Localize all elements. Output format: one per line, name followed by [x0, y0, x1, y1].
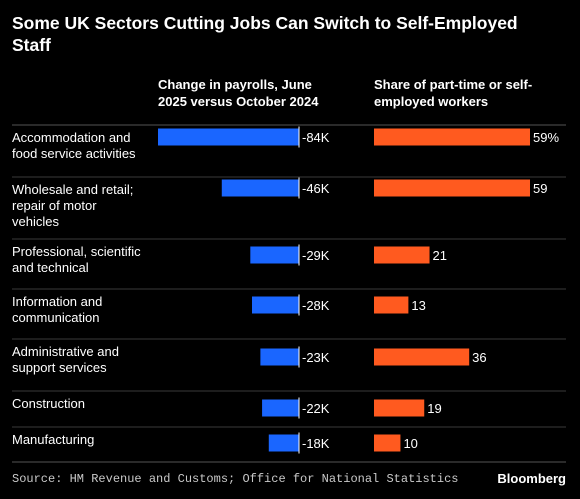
payroll-bar: [262, 399, 299, 417]
payroll-value-label: -23K: [302, 350, 330, 365]
share-column-header: Share of part-time or self-employed work…: [374, 77, 533, 109]
bloomberg-logo: Bloomberg: [497, 471, 566, 486]
payroll-value-label: -28K: [302, 298, 330, 313]
category-label: Wholesale and retail; repair of motor vehi…: [12, 182, 133, 229]
category-label-line: Construction: [12, 396, 85, 411]
payroll-bar: [221, 179, 299, 197]
category-label: Accommodation and food service activities: [12, 130, 136, 161]
share-value-label: 59%: [533, 130, 559, 145]
source-note: Source: HM Revenue and Customs; Office f…: [12, 472, 459, 486]
share-value-label: 13: [411, 298, 425, 313]
share-bar: [374, 296, 409, 314]
chart-title: Some UK Sectors Cutting Jobs Can Switch …: [12, 13, 518, 55]
category-label-line: Wholesale and retail;: [12, 182, 133, 197]
share-value-label: 21: [433, 248, 447, 263]
payroll-value-label: -46K: [302, 181, 330, 196]
category-label-line: Manufacturing: [12, 432, 94, 447]
share-bar: [374, 434, 401, 452]
share-value-label: 10: [403, 436, 417, 451]
payroll-value-label: -29K: [302, 248, 330, 263]
share-value-label: 59: [533, 181, 547, 196]
category-label-line: Accommodation and: [12, 130, 131, 145]
category-label-line: Professional, scientific: [12, 244, 141, 259]
payroll-value-label: -22K: [302, 401, 330, 416]
category-label-line: vehicles: [12, 214, 59, 229]
category-label-line: Information and: [12, 294, 102, 309]
payroll-bar: [268, 434, 299, 452]
share-bar: [374, 348, 470, 366]
share-value-label: 19: [427, 401, 441, 416]
category-label: Administrative and support services: [12, 344, 119, 375]
category-label-line: food service activities: [12, 146, 136, 161]
category-label: Information and communication: [12, 294, 102, 325]
payroll-value-label: -18K: [302, 436, 330, 451]
payrolls-column-header: Change in payrolls, June 2025 versus Oct…: [158, 77, 319, 109]
payroll-value-label: -84K: [302, 130, 330, 145]
payroll-bar: [250, 246, 299, 264]
share-bar: [374, 128, 530, 146]
share-bar: [374, 399, 425, 417]
payroll-bar: [252, 296, 299, 314]
share-bar: [374, 246, 430, 264]
category-label-line: communication: [12, 310, 99, 325]
category-label: Construction: [12, 396, 85, 411]
share-bar: [374, 179, 530, 197]
payroll-bar: [260, 348, 299, 366]
share-value-label: 36: [472, 350, 486, 365]
category-label-line: and technical: [12, 260, 89, 275]
category-label-line: repair of motor: [12, 198, 97, 213]
category-label-line: support services: [12, 360, 107, 375]
category-label: Professional, scientific and technical: [12, 244, 141, 275]
category-label-line: Administrative and: [12, 344, 119, 359]
payroll-bar: [158, 128, 299, 146]
category-label: Manufacturing: [12, 432, 94, 447]
